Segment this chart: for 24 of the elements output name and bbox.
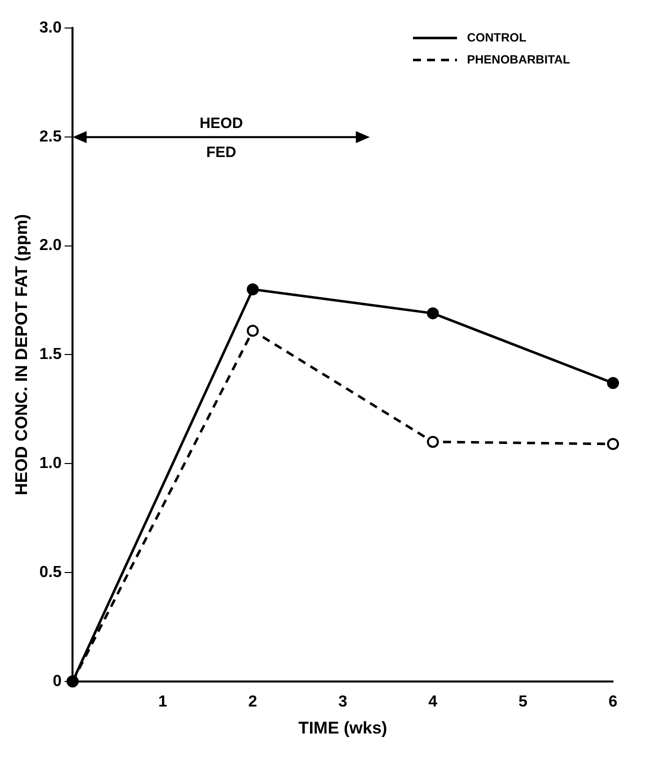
- x-tick-label: 3: [338, 693, 348, 710]
- x-tick-label: 2: [248, 693, 258, 710]
- x-tick-label: 1: [158, 693, 168, 710]
- y-axis-title: HEOD CONC. IN DEPOT FAT (ppm): [12, 214, 31, 496]
- y-tick-label: 2.5: [39, 128, 62, 146]
- x-tick-label: 4: [428, 693, 438, 710]
- point: [607, 377, 619, 390]
- y-tick-label: 2.0: [39, 237, 62, 254]
- x-tick-label: 6: [608, 693, 618, 710]
- point: [246, 283, 259, 296]
- annotation: HEOD FED: [200, 114, 244, 161]
- point: [426, 436, 439, 448]
- y-tick-label: 1.0: [39, 455, 62, 472]
- x-axis-title: TIME (wks): [298, 718, 388, 738]
- y-tick-label: 0: [52, 672, 62, 690]
- legend-label: CONTROL: [467, 30, 526, 44]
- legend-label: PHENOBARBITAL: [467, 52, 570, 66]
- y-tick-label: 3.0: [39, 19, 62, 36]
- point: [246, 324, 259, 337]
- y-tick-label: 0.5: [39, 564, 62, 581]
- y-tick-label: 1.5: [39, 346, 62, 364]
- x-tick-label: 5: [518, 693, 528, 710]
- point: [607, 438, 619, 450]
- point: [426, 307, 439, 320]
